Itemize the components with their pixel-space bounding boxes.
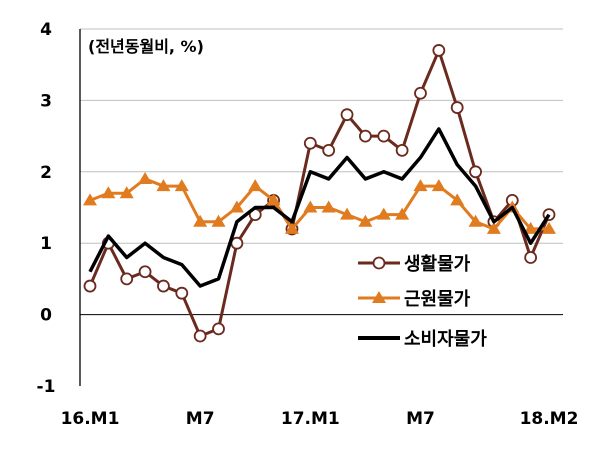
data-point [413, 179, 428, 192]
y-tick-label: 4 [40, 20, 52, 40]
data-point [157, 279, 170, 293]
data-point [469, 165, 482, 179]
y-tick-label: 2 [40, 163, 52, 183]
data-point [414, 86, 427, 100]
data-point [450, 193, 465, 206]
x-tick-label: 16.M1 [61, 409, 120, 429]
data-point [523, 221, 538, 234]
data-point [174, 179, 189, 192]
data-point [395, 143, 409, 157]
data-point [431, 179, 446, 192]
data-point [119, 186, 134, 199]
data-point [432, 44, 446, 57]
legend-label: 소비자물가 [404, 329, 487, 350]
data-point [340, 108, 354, 122]
x-tick-label: 18.M2 [520, 409, 579, 429]
legend-marker [372, 291, 386, 303]
legend-label: 생활물가 [404, 254, 471, 275]
data-point [486, 221, 501, 234]
data-point [321, 200, 336, 213]
x-tick-label: M7 [406, 409, 435, 429]
data-point [358, 129, 372, 143]
x-tick-label: M7 [186, 409, 215, 429]
data-point [376, 207, 391, 220]
data-point [395, 207, 410, 220]
data-point [83, 193, 97, 206]
data-point [303, 136, 317, 150]
data-point [542, 221, 556, 234]
data-point [266, 193, 281, 206]
data-point [83, 279, 97, 293]
data-point [468, 214, 483, 227]
data-point [193, 329, 207, 343]
data-point [340, 207, 355, 220]
data-point [101, 186, 116, 199]
series-2 [88, 127, 551, 288]
data-point [120, 272, 134, 286]
legend-marker [372, 256, 386, 270]
legend-label: 근원물가 [404, 289, 471, 310]
series-line [88, 127, 551, 288]
legend-entry: 생활물가 [358, 254, 471, 275]
data-point [248, 179, 263, 192]
data-point [138, 171, 153, 184]
data-point [212, 322, 225, 336]
data-point [303, 200, 318, 213]
unit-label: (전년동월비, %) [88, 37, 204, 56]
y-tick-label: 1 [40, 234, 52, 254]
data-point [138, 265, 152, 279]
legend-entry: 소비자물가 [358, 329, 487, 350]
data-point [358, 214, 373, 227]
data-point [229, 200, 244, 213]
data-point [450, 101, 464, 114]
data-point [524, 251, 538, 264]
data-point [156, 179, 171, 192]
x-tick-label: 17.M1 [281, 409, 340, 429]
data-point [284, 221, 299, 234]
y-tick-label: -1 [37, 377, 56, 397]
data-point [193, 214, 208, 227]
data-point [377, 129, 391, 143]
data-point [211, 214, 226, 227]
y-tick-label: 3 [40, 91, 52, 111]
data-point [175, 286, 189, 300]
y-tick-label: 0 [40, 306, 52, 326]
data-point [322, 143, 336, 157]
legend-entry: 근원물가 [358, 289, 471, 310]
